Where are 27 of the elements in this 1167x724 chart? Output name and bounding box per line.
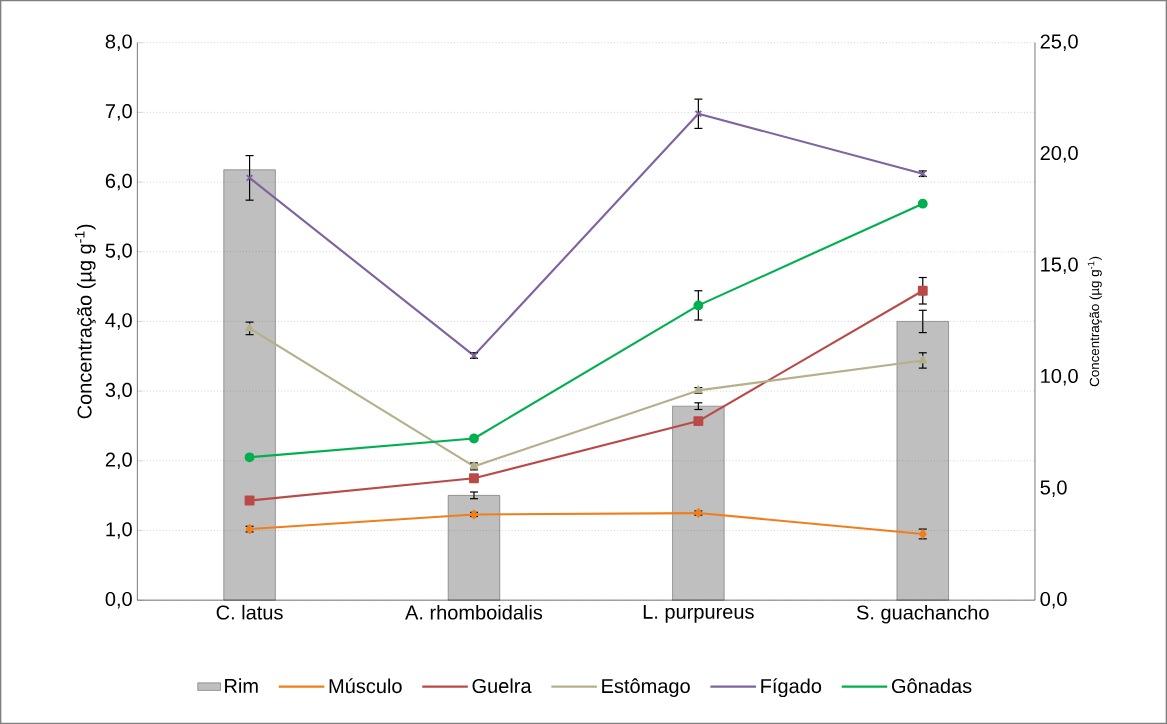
y2-tick-label: 15,0 xyxy=(1041,257,1078,274)
y-tick-label: 6,0 xyxy=(105,173,132,191)
x-tick-label: S. guachancho xyxy=(856,604,989,624)
y-tick-label: 4,0 xyxy=(105,313,132,330)
legend-label: Estômago xyxy=(602,678,690,697)
y-tick-label: 3,0 xyxy=(105,382,132,400)
y-tick-label: 1,0 xyxy=(106,522,132,539)
legend-label: Guelra xyxy=(472,678,532,693)
y2-tick-label: 25,0 xyxy=(1040,34,1078,51)
x-tick-label: A. rhomboidalis xyxy=(405,604,543,620)
y2-tick-label: 20,0 xyxy=(1040,145,1078,163)
y2-axis-title: Concentração (µg g$^{-1}$) xyxy=(1087,256,1102,387)
y2-tick-label: 5,0 xyxy=(1040,480,1067,497)
y-tick-label: 7,0 xyxy=(105,104,132,121)
y2-tick-label: 10,0 xyxy=(1041,368,1078,386)
y-tick-label: 8,0 xyxy=(105,34,132,51)
x-tick-label: L. purpureus xyxy=(643,604,754,623)
legend-label: Músculo xyxy=(329,678,402,694)
y-tick-label: 2,0 xyxy=(105,452,132,469)
y-axis-title: Concentração (µg g$^{-1}$) xyxy=(74,224,96,419)
y-tick-label: 5,0 xyxy=(105,243,132,260)
y-tick-label: 0,0 xyxy=(105,591,132,609)
y2-tick-label: 0,0 xyxy=(1040,591,1067,609)
legend-label: Fígado xyxy=(761,678,822,698)
x-tick-label: C. latus xyxy=(216,604,283,620)
legend-label: Gônadas xyxy=(891,678,972,693)
legend-label: Rim xyxy=(225,678,258,693)
